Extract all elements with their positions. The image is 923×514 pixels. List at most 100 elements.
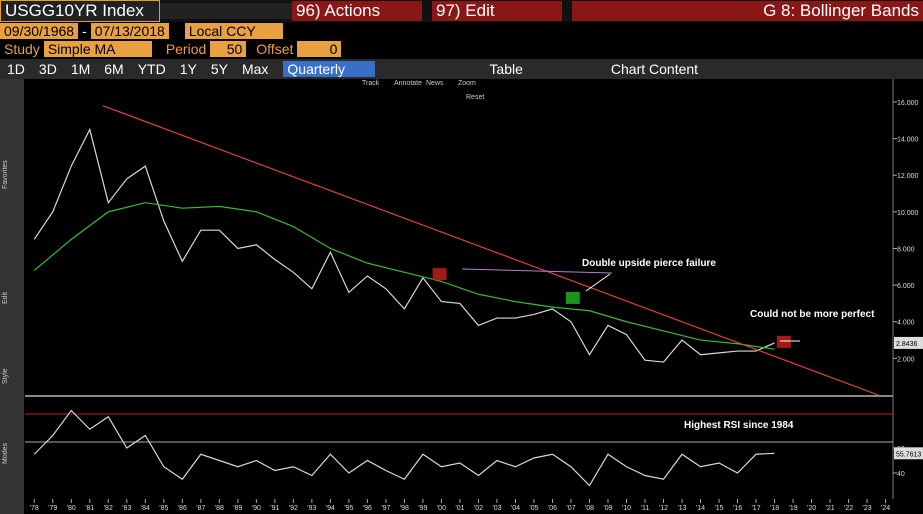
- x-tick-label: '84: [141, 505, 150, 512]
- x-tick-label: '13: [677, 505, 686, 512]
- y-tick-label: 12.000: [897, 173, 919, 180]
- period[interactable]: 50: [210, 41, 247, 57]
- x-tick-label: '08: [585, 505, 594, 512]
- actions-menu[interactable]: 96) Actions: [292, 1, 422, 21]
- x-tick-label: '95: [344, 505, 353, 512]
- range-tab[interactable]: 1D: [7, 61, 25, 77]
- last-value: 2.8436: [896, 341, 918, 348]
- x-tick-label: '83: [122, 505, 131, 512]
- range-tab[interactable]: Max: [241, 61, 269, 77]
- x-tick-label: '97: [381, 505, 390, 512]
- annotation: Highest RSI since 1984: [684, 420, 794, 431]
- chart: Track Annotate News Zoom Reset Favorites Edit S…: [0, 79, 923, 514]
- dash: -: [82, 23, 87, 39]
- x-tick-label: '81: [85, 505, 94, 512]
- study-label: Study: [4, 41, 40, 57]
- x-tick-label: '12: [659, 505, 668, 512]
- x-tick-label: '78: [30, 505, 39, 512]
- x-tick-label: '94: [326, 505, 335, 512]
- x-tick-label: '88: [215, 505, 224, 512]
- last-value: 55.7613: [896, 451, 921, 458]
- table-tab[interactable]: Table: [489, 61, 523, 77]
- range-tab[interactable]: 5Y: [210, 61, 228, 77]
- offset[interactable]: 0: [297, 41, 342, 57]
- y-tick-label: 14.000: [897, 137, 919, 144]
- range-tab[interactable]: 6M: [104, 61, 124, 77]
- trendline: [102, 105, 879, 396]
- x-tick-label: '02: [474, 505, 483, 512]
- y-tick-label: 16.000: [897, 100, 919, 107]
- x-tick-label: '22: [844, 505, 853, 512]
- range-tab[interactable]: YTD: [137, 61, 166, 77]
- spacer: [160, 3, 292, 19]
- x-tick-label: '89: [233, 505, 242, 512]
- sidebar-label: Modes: [2, 442, 9, 464]
- series-line: [33, 409, 775, 487]
- chart-tool: Zoom: [458, 80, 476, 87]
- x-tick-label: '79: [48, 505, 57, 512]
- chart-content[interactable]: Chart Content: [610, 61, 699, 77]
- y-tick-label: 10.000: [897, 210, 919, 217]
- title-bar: USGG10YR Index 96) Actions 97) Edit G 8:…: [0, 0, 923, 22]
- x-tick-label: '03: [492, 505, 501, 512]
- y-tick-label: 4.000: [897, 320, 915, 327]
- x-tick-label: '01: [455, 505, 464, 512]
- x-tick-label: '93: [307, 505, 316, 512]
- x-tick-label: '20: [807, 505, 816, 512]
- x-tick-label: '19: [788, 505, 797, 512]
- x-tick-label: '07: [566, 505, 575, 512]
- currency[interactable]: Local CCY: [184, 23, 283, 39]
- x-tick-label: '06: [548, 505, 557, 512]
- x-tick-label: '16: [733, 505, 742, 512]
- frequency[interactable]: Quarterly: [283, 61, 376, 77]
- arrow: [585, 273, 611, 292]
- end-date[interactable]: 07/13/2018: [90, 23, 169, 39]
- x-tick-label: '90: [252, 505, 261, 512]
- y-tick-label: 40: [897, 471, 905, 478]
- x-tick-label: '05: [529, 505, 538, 512]
- date-bar: 09/30/1968 - 07/13/2018 Local CCY: [0, 22, 923, 40]
- x-tick-label: '92: [289, 505, 298, 512]
- x-tick-label: '23: [863, 505, 872, 512]
- marker: [565, 291, 580, 304]
- y-tick-label: 6.000: [897, 283, 915, 290]
- chart-tool: Annotate: [394, 80, 422, 87]
- study[interactable]: Simple MA: [43, 41, 152, 57]
- offset-label: Offset: [256, 41, 294, 57]
- marker: [776, 335, 791, 348]
- arrow: [461, 268, 613, 274]
- chart-tool: News: [426, 80, 444, 87]
- sidebar-label: Favorites: [2, 160, 9, 189]
- annotation: Double upside pierce failure: [582, 258, 716, 269]
- study-bar: Study Simple MA Period 50 Offset 0: [0, 40, 923, 58]
- start-date[interactable]: 09/30/1968: [0, 23, 79, 39]
- range-tab[interactable]: 3D: [38, 61, 57, 77]
- period-label: Period: [165, 41, 207, 57]
- x-tick-label: '09: [603, 505, 612, 512]
- range-tab[interactable]: 1Y: [179, 61, 197, 77]
- marker: [432, 268, 447, 281]
- x-tick-label: '18: [770, 505, 779, 512]
- chart-tool: Track: [362, 80, 380, 87]
- series-line: [33, 202, 775, 350]
- range-tab[interactable]: 1M: [70, 61, 91, 77]
- x-tick-label: '04: [511, 505, 520, 512]
- x-tick-label: '21: [826, 505, 835, 512]
- x-tick-label: '96: [363, 505, 372, 512]
- x-tick-label: '80: [67, 505, 76, 512]
- edit-menu[interactable]: 97) Edit: [432, 1, 562, 21]
- ticker[interactable]: USGG10YR Index: [0, 0, 160, 22]
- x-tick-label: '24: [881, 505, 890, 512]
- x-tick-label: '87: [196, 505, 205, 512]
- x-tick-label: '98: [400, 505, 409, 512]
- series-line: [33, 127, 775, 363]
- y-tick-label: 8.000: [897, 246, 915, 253]
- x-tick-label: '85: [159, 505, 168, 512]
- sidebar: [0, 79, 24, 514]
- sidebar-label: Style: [2, 368, 9, 384]
- annotation: Could not be more perfect: [750, 309, 875, 320]
- x-tick-label: '91: [270, 505, 279, 512]
- last-value-tag: [894, 447, 923, 460]
- sidebar-label: Edit: [2, 292, 9, 304]
